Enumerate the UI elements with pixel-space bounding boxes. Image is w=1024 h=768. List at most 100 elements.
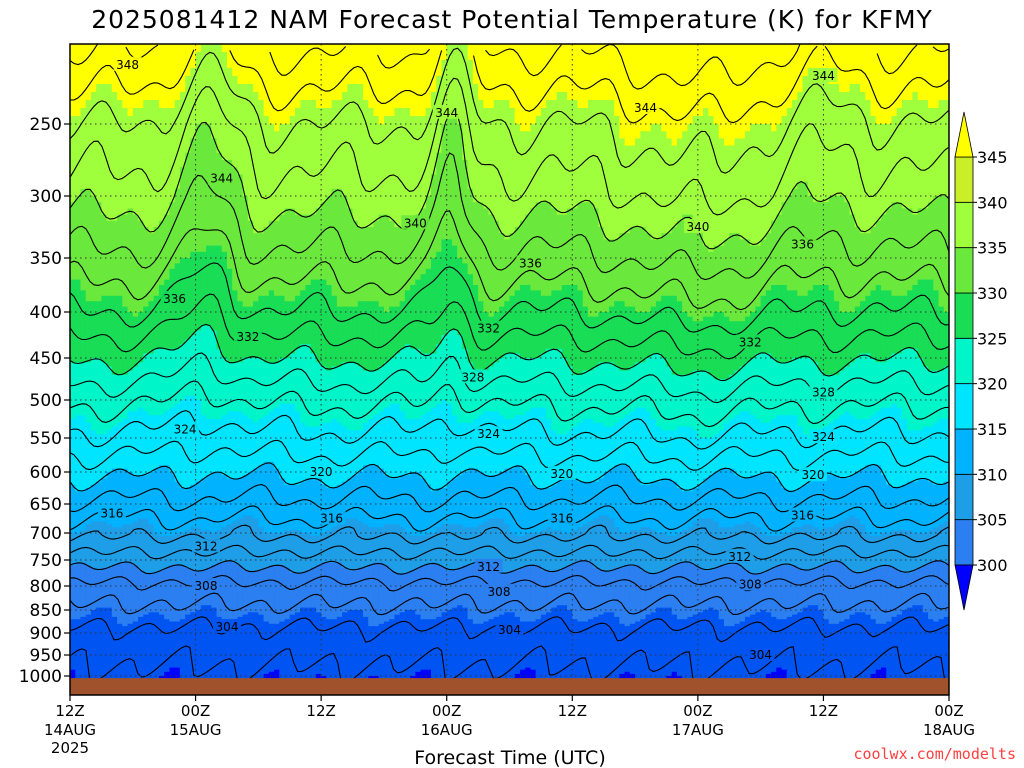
contour-line-324 — [70, 410, 949, 450]
svg-text:344: 344 — [210, 172, 233, 186]
contour-line-340 — [70, 109, 949, 250]
svg-text:340: 340 — [404, 216, 427, 230]
x-tick-label: 12Z — [55, 702, 84, 720]
contour-labels: 348 344 344 344 344 340 340 336 336 336 332 332 332 3… — [97, 56, 838, 662]
colorbar-label: 320 — [977, 375, 1008, 394]
contour-label: 316 — [547, 510, 576, 526]
svg-text:332: 332 — [236, 330, 259, 344]
contour-line-342 — [70, 77, 949, 216]
colorbar-segment — [954, 247, 974, 294]
x-tick-label: 15AUG — [170, 721, 222, 739]
contour-line-306 — [70, 592, 949, 616]
plot-area: 348 344 344 344 344 340 340 336 336 336 332 332 332 3… — [70, 44, 949, 695]
contour-label: 316 — [97, 505, 126, 520]
svg-text:328: 328 — [812, 385, 835, 399]
contour-line-334 — [70, 262, 949, 336]
contour-label: 320 — [547, 465, 576, 481]
svg-text:348: 348 — [116, 58, 139, 72]
contour-line-328 — [70, 352, 949, 404]
y-axis: 250 300 350 400 450 500 550 600 650 700 750 800 850 9… — [19, 115, 70, 687]
svg-text:324: 324 — [477, 427, 500, 441]
svg-text:312: 312 — [477, 560, 500, 574]
colorbar-label: 340 — [977, 193, 1008, 212]
x-tick-label: 00Z — [181, 702, 210, 720]
contour-label: 304 — [495, 621, 524, 637]
colorbar-segment — [954, 292, 974, 339]
contour-label: 304 — [213, 619, 241, 634]
svg-text:312: 312 — [195, 540, 218, 554]
svg-text:344: 344 — [435, 106, 458, 120]
contour-line-312 — [70, 544, 949, 560]
colorbar-max-arrow — [954, 111, 974, 158]
x-tick-label: 2025 — [51, 739, 89, 757]
contour-label: 324 — [474, 426, 503, 441]
y-tick-label: 650 — [30, 495, 62, 515]
y-tick-label: 300 — [30, 187, 62, 207]
ground-surface — [70, 678, 949, 695]
y-tick-label: 550 — [30, 429, 62, 449]
svg-text:344: 344 — [634, 101, 657, 115]
colorbar-label: 300 — [977, 556, 1008, 575]
y-tick-label: 850 — [30, 601, 62, 621]
x-tick-label: 14AUG — [44, 721, 96, 739]
contour-label: 328 — [458, 369, 487, 384]
svg-text:304: 304 — [216, 620, 239, 634]
contour-line-344 — [70, 47, 949, 174]
svg-text:312: 312 — [728, 550, 751, 564]
contour-label: 320 — [307, 464, 336, 479]
colorbar-min-arrow — [954, 564, 974, 611]
colorbar-segment — [954, 337, 974, 384]
svg-text:328: 328 — [461, 370, 484, 384]
x-tick-label: 16AUG — [421, 721, 473, 739]
colorbar-segment — [954, 519, 974, 566]
svg-text:344: 344 — [812, 69, 835, 83]
contour-label: 324 — [171, 421, 200, 437]
svg-text:324: 324 — [812, 430, 835, 444]
svg-text:336: 336 — [791, 237, 814, 251]
y-tick-label: 600 — [30, 463, 62, 483]
contour-label: 324 — [809, 429, 838, 444]
colorbar-label: 345 — [977, 148, 1008, 167]
credit-text: coolwx.com/modelts — [853, 745, 1016, 763]
colorbar-label: 325 — [977, 329, 1008, 348]
y-tick-label: 950 — [30, 646, 62, 666]
colorbar-label: 305 — [977, 511, 1008, 530]
contour-label: 340 — [401, 215, 430, 230]
svg-text:320: 320 — [310, 465, 333, 479]
colorbar-segment — [954, 383, 974, 430]
contour-label: 312 — [474, 558, 503, 574]
contour-label: 332 — [233, 328, 262, 344]
svg-text:308: 308 — [739, 577, 762, 591]
svg-text:316: 316 — [320, 512, 343, 526]
contour-label: 308 — [192, 578, 220, 593]
contour-label: 332 — [736, 334, 765, 349]
contour-line-336 — [70, 210, 949, 311]
svg-text:324: 324 — [174, 423, 197, 437]
colorbar-segment — [954, 473, 974, 520]
colorbar-label: 315 — [977, 420, 1008, 439]
x-tick-label: 12Z — [306, 702, 335, 720]
contour-label: 344 — [631, 100, 660, 115]
x-tick-label: 00Z — [432, 702, 461, 720]
contour-line-326 — [70, 380, 949, 428]
contour-line-346 — [70, 45, 949, 124]
contour-label: 348 — [113, 56, 142, 72]
colorbar-label: 335 — [977, 239, 1008, 258]
svg-text:320: 320 — [550, 467, 573, 481]
colorbar-segment — [954, 201, 974, 249]
contour-line-348 — [70, 44, 949, 90]
svg-text:336: 336 — [519, 256, 542, 270]
y-tick-label: 800 — [30, 577, 62, 597]
contour-label: 308 — [485, 583, 513, 599]
contour-label: 304 — [746, 647, 775, 662]
contour-label: 308 — [736, 576, 765, 591]
contour-label: 332 — [474, 320, 503, 336]
svg-text:332: 332 — [477, 322, 500, 336]
colorbar-segment — [954, 156, 974, 203]
x-tick-label: 00Z — [683, 702, 712, 720]
y-tick-label: 500 — [30, 391, 62, 411]
svg-text:316: 316 — [791, 509, 814, 523]
y-tick-label: 350 — [30, 249, 62, 269]
